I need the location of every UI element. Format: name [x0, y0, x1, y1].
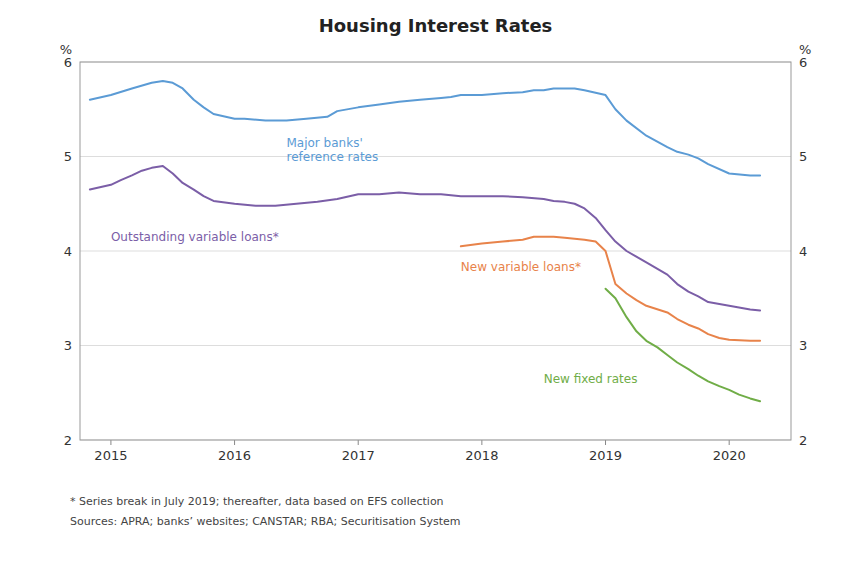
y2-tick-label: 4: [799, 244, 807, 259]
annotation-line: reference rates: [286, 150, 378, 164]
annotation: New fixed rates: [544, 372, 638, 386]
x-tick-label: 2017: [342, 448, 375, 463]
y-tick-label: 5: [64, 149, 72, 164]
x-tick: [481, 440, 482, 445]
y2-tick-label: 6: [799, 55, 807, 70]
y-tick-label: 2: [64, 433, 72, 448]
x-tick: [605, 440, 606, 445]
y-tick-label: 4: [64, 244, 72, 259]
x-tick: [729, 440, 730, 445]
series-line: [90, 81, 760, 175]
footnotes: * Series break in July 2019; thereafter,…: [70, 495, 460, 528]
x-axis: 2015 2016 2017 2018 2019 2020: [94, 440, 745, 463]
page: {"chart_data": { "type": "line", "title"…: [0, 0, 861, 575]
annotation: Major banks'reference rates: [286, 136, 378, 164]
y-tick-label: 6: [64, 55, 72, 70]
x-tick: [358, 440, 359, 445]
grid: [80, 62, 791, 440]
y2-axis: 2 3 4 5 6: [799, 55, 807, 448]
grid-line: [80, 156, 791, 157]
annotation-line: New variable loans*: [461, 260, 581, 274]
title: Housing Interest Rates: [319, 15, 553, 36]
grid-line: [80, 345, 791, 346]
x-tick-label: 2018: [465, 448, 498, 463]
y2-tick-label: 5: [799, 149, 807, 164]
grid-line: [80, 251, 791, 252]
lines: [90, 81, 760, 401]
x-tick-label: 2016: [218, 448, 251, 463]
y-axis: 2 3 4 5 6: [64, 55, 72, 448]
x-tick-label: 2020: [713, 448, 746, 463]
x-tick: [110, 440, 111, 445]
y2-tick-label: 3: [799, 338, 807, 353]
y-tick-label: 3: [64, 338, 72, 353]
annotation-line: New fixed rates: [544, 372, 638, 386]
annotations: Major banks'reference rates Outstanding v…: [111, 136, 638, 386]
y2-tick-label: 2: [799, 433, 807, 448]
series-line: [90, 166, 760, 311]
chart: Housing Interest Rates%%2345623456201520…: [0, 0, 861, 575]
annotation-line: Major banks': [286, 136, 362, 150]
x-tick: [234, 440, 235, 445]
annotation-line: Outstanding variable loans*: [111, 230, 279, 244]
x-tick-label: 2015: [94, 448, 127, 463]
annotation: Outstanding variable loans*: [111, 230, 279, 244]
x-tick-label: 2019: [589, 448, 622, 463]
footnote: * Series break in July 2019; thereafter,…: [70, 495, 444, 508]
plot-frame: [80, 62, 791, 440]
annotation: New variable loans*: [461, 260, 581, 274]
series-line: [461, 237, 760, 341]
footnote: Sources: APRA; banks’ websites; CANSTAR;…: [70, 515, 460, 528]
